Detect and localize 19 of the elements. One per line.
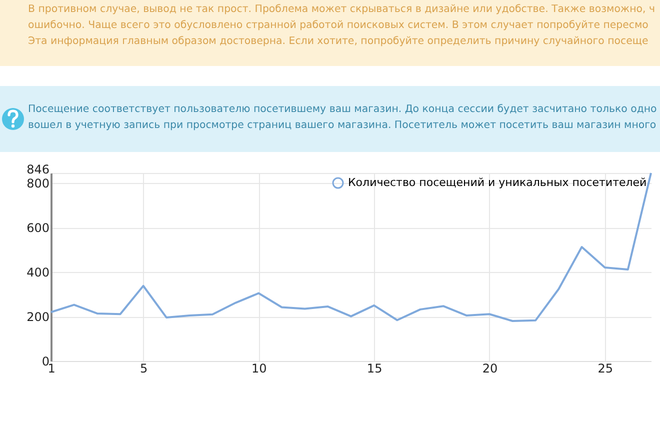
text: Посещение соответствует пользователю посетившему ваш магазин. До конца сессии будет засчитано только одно <box>28 103 658 117</box>
x-tick-label: 10 <box>252 362 267 376</box>
y-tick-label: 400 <box>26 266 50 280</box>
text: Эта информация главным образом достоверна. Если хотите, попробуйте определить причину случайного посеще <box>28 35 650 49</box>
x-tick-label: 25 <box>598 362 613 376</box>
text: В противном случае, вывод не так прост. Проблема может скрываться в дизайне или удобстве. Также возможно, ч <box>28 3 656 17</box>
y-tick-label: 200 <box>26 310 50 324</box>
y-tick-label: 846 <box>26 162 50 176</box>
text: вошел в учетную запись при просмотре страниц вашего магазина. Посетитель может посетить ваш магазин много <box>28 119 658 133</box>
y-tick-label: 600 <box>26 221 50 236</box>
x-tick-label: 1 <box>48 362 56 376</box>
text: ошибочно. Чаще всего это обусловлено странной работой поисковых систем. В этом случает попробуйте пересмо <box>28 19 650 33</box>
x-tick-label: 15 <box>366 362 382 376</box>
y-tick-label: 0 <box>42 354 50 368</box>
legend-label: Количество посещений и уникальных посетителей <box>348 176 647 189</box>
line-series <box>50 172 652 322</box>
y-tick-label: 800 <box>26 176 50 191</box>
x-tick-label: 5 <box>140 362 148 376</box>
x-tick-label: 20 <box>482 362 498 376</box>
